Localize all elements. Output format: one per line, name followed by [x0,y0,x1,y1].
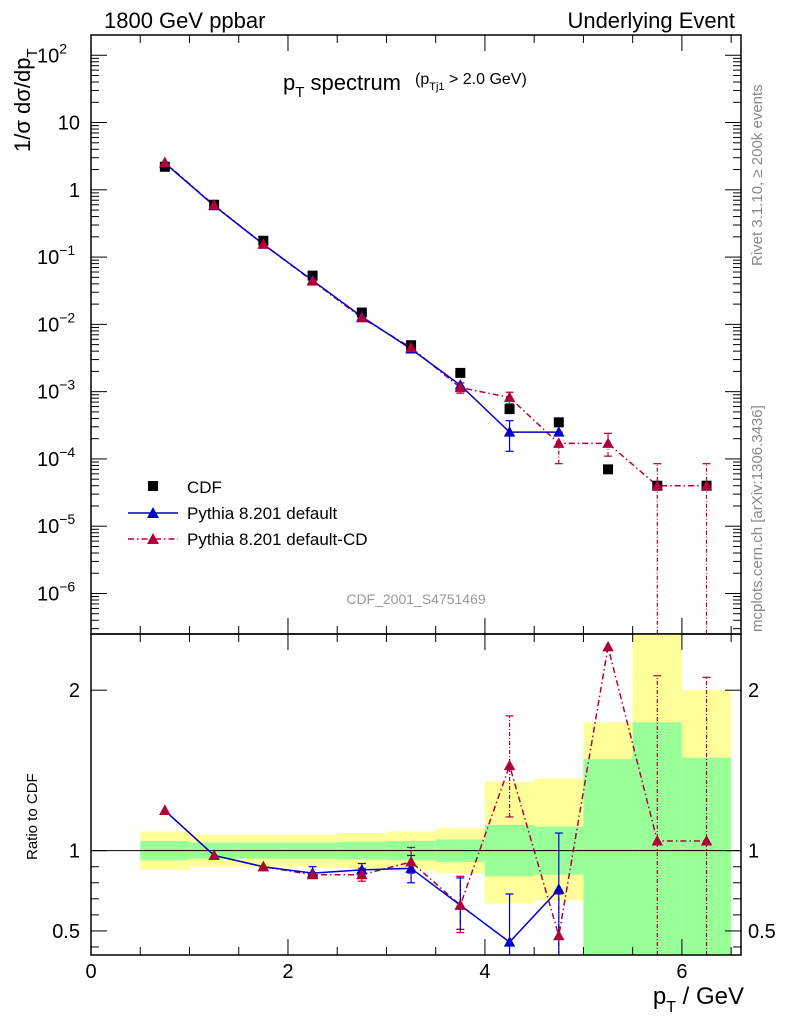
legend: CDF Pythia 8.201 default Pythia 8.201 de… [128,478,368,549]
data-point-pythia-default [503,426,516,437]
main-panel: 102 10 1 10−1 10−2 10−3 10−4 10−5 10−6 pT spectr… [10,34,742,635]
ratio-data [159,640,713,955]
ratio-point-pythia-cd [208,849,220,860]
main-ytick-label: 1 [69,180,80,202]
main-ytick-label: 10−4 [37,444,75,471]
header-right: Underlying Event [567,8,735,33]
x-axis-label: pT / GeV [653,983,744,1016]
ratio-tick-labels: 0.5 0.5 1 1 2 2 0 2 4 6 [52,680,776,983]
mcplots-label: mcplots.cern.ch [arXiv:1306.3436] [749,405,766,632]
xtick-label: 4 [479,961,490,983]
ratio-ylabel: Ratio to CDF [24,773,41,860]
analysis-id: CDF_2001_S4751469 [346,591,486,607]
xtick-label: 2 [282,961,293,983]
xtick-label: 6 [676,961,687,983]
legend-label-pythia-default: Pythia 8.201 default [187,504,338,523]
ratio-point-pythia-cd [651,835,663,846]
ratio-point-pythia-cd [257,860,270,872]
rivet-version-label: Rivet 3.1.10, ≥ 200k events [749,84,766,266]
header-left: 1800 GeV ppbar [104,8,265,33]
ratio-band-inner [583,759,633,955]
main-ytick-labels: 102 10 1 10−1 10−2 10−3 10−4 10−5 10−6 [37,40,80,605]
ratio-point-pythia-cd [454,899,467,910]
series-line-pythia-default [164,162,559,433]
ratio-ytick-label-right: 1 [748,841,759,863]
main-ytick-label: 10 [58,113,80,135]
ratio-point-pythia-cd [553,929,565,941]
main-ytick-label: 10−6 [37,578,75,605]
ratio-ytick-label-left: 0.5 [52,921,80,943]
ratio-point-pythia-cd [503,759,516,771]
data-point-pythia-cd [208,199,220,210]
data-point-pythia-cd [454,381,467,393]
ratio-bands [140,634,732,955]
legend-marker-pythia-default [147,507,159,518]
legend-marker-pythia-cd [147,533,159,544]
main-ytick-label: 10−3 [37,377,75,404]
ratio-point-pythia-default [405,862,417,873]
ratio-panel: 0.5 0.5 1 1 2 2 0 2 4 6 Ratio to CDF pT / GeV [24,633,776,1016]
data-point-pythia-cd [356,311,368,323]
data-point-pythia-cd [651,479,663,491]
main-ytick-label: 10−5 [37,511,75,538]
ratio-point-pythia-cd [306,868,319,880]
main-ytick-label: 10−1 [37,242,75,269]
ratio-point-pythia-cd [159,804,171,816]
data-point-pythia-cd [602,437,614,448]
ratio-point-pythia-cd [356,868,368,880]
data-point-cdf [603,464,614,475]
ratio-point-pythia-default [503,936,516,947]
data-point-pythia-cd [257,238,270,249]
main-ytick-label: 10−2 [37,309,75,336]
legend-marker-cdf [148,481,158,491]
data-point-cdf [455,367,466,378]
data-point-pythia-cd [159,156,171,167]
ratio-point-pythia-cd [602,640,614,652]
ratio-ytick-label-right: 2 [748,680,759,702]
legend-label-cdf: CDF [187,478,222,497]
main-ytick-label: 102 [37,40,67,67]
main-ylabel: 1/σ dσ/dpT [10,48,41,152]
chart-cut-label: (pTj1 > 2.0 GeV) [415,71,527,93]
ratio-point-pythia-cd [405,855,417,867]
data-point-cdf [504,404,515,415]
series-line-pythia-cd [164,161,707,487]
main-data [159,156,713,634]
ratio-ytick-label-right: 0.5 [748,921,776,943]
data-point-pythia-cd [553,437,565,448]
data-point-pythia-cd [306,275,319,286]
data-point-pythia-default [553,426,565,437]
ratio-ytick-label-left: 1 [69,841,80,863]
legend-label-pythia-cd: Pythia 8.201 default-CD [187,530,368,549]
chart-title: pT spectrum [283,70,401,101]
data-point-pythia-cd [405,341,417,353]
xtick-label: 0 [85,961,96,983]
data-point-cdf [553,417,564,428]
ratio-point-pythia-default [553,883,565,894]
ratio-point-pythia-cd [700,835,713,846]
data-point-pythia-cd [700,479,713,491]
ratio-frame [90,633,742,956]
data-point-pythia-cd [503,391,516,402]
ratio-ytick-label-left: 2 [69,680,80,702]
main-ticks [90,34,741,634]
